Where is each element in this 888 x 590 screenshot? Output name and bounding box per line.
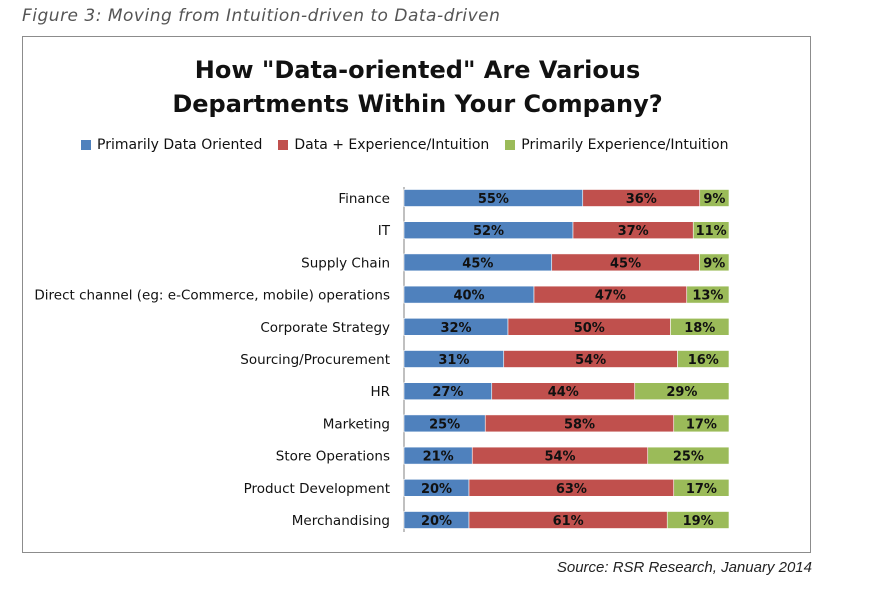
bar-segment-intuition	[673, 478, 730, 497]
chart-title-line-1: How "Data-oriented" Are Various	[194, 56, 641, 84]
data-label: 58%	[564, 417, 595, 432]
bar-segment-intuition	[692, 221, 730, 239]
data-label: 27%	[432, 385, 463, 400]
data-label: 20%	[421, 514, 452, 529]
data-label: 17%	[686, 417, 717, 432]
category-label: Direct channel (eg: e-Commerce, mobile) …	[34, 288, 390, 304]
bar-segment-intuition	[634, 382, 730, 401]
bar-segment-intuition	[699, 253, 730, 272]
data-label: 11%	[696, 224, 727, 239]
category-label: Supply Chain	[301, 255, 390, 271]
data-label: 9%	[703, 256, 725, 271]
bar-segment-intuition	[666, 511, 730, 529]
chart-title-line-2: Departments Within Your Company?	[172, 90, 663, 118]
data-label: 50%	[574, 321, 605, 336]
bar-segment-intuition	[670, 317, 730, 336]
category-label: Product Development	[244, 481, 390, 497]
category-label: Sourcing/Procurement	[240, 352, 390, 368]
data-label: 13%	[692, 289, 723, 304]
chart-legend: Primarily Data Oriented Data + Experienc…	[81, 137, 744, 153]
category-label: IT	[378, 223, 391, 239]
data-label: 20%	[421, 482, 452, 497]
category-label: HR	[370, 384, 390, 400]
data-label: 16%	[688, 353, 719, 368]
data-label: 61%	[553, 514, 584, 529]
data-label: 37%	[618, 224, 649, 239]
data-label: 32%	[440, 321, 471, 336]
category-label: Corporate Strategy	[260, 320, 390, 336]
source-note: Source: RSR Research, January 2014	[556, 559, 812, 576]
category-label: Merchandising	[292, 513, 390, 529]
data-label: 29%	[666, 385, 697, 400]
chart-title: How "Data-oriented" Are Various Departme…	[23, 53, 812, 121]
data-label: 36%	[626, 192, 657, 207]
data-label: 17%	[686, 482, 717, 497]
data-label: 47%	[595, 289, 626, 304]
data-label: 19%	[683, 514, 714, 529]
legend-label-mixed: Data + Experience/Intuition	[294, 137, 490, 153]
figure-caption: Figure 3: Moving from Intuition-driven t…	[22, 6, 501, 26]
bar-segment-intuition	[673, 414, 730, 433]
data-label: 54%	[575, 353, 606, 368]
stacked-bar-chart: Finance 55% 36% 9% IT 52% 37% 11% Supply Chain 45…	[34, 187, 730, 532]
data-label: 18%	[684, 321, 715, 336]
data-label: 45%	[462, 256, 493, 271]
data-label: 45%	[610, 256, 641, 271]
legend-swatch-data	[81, 140, 91, 150]
legend-swatch-mixed	[278, 140, 289, 150]
legend-item-mixed: Data + Experience/Intuition	[278, 137, 489, 153]
legend-label-intuition: Primarily Experience/Intuition	[521, 137, 729, 153]
category-label: Marketing	[323, 416, 390, 432]
data-label: 25%	[429, 417, 460, 432]
legend-item-intuition: Primarily Experience/Intuition	[505, 137, 728, 153]
category-label: Store Operations	[276, 449, 390, 465]
data-label: 55%	[478, 192, 509, 207]
data-label: 9%	[703, 192, 725, 207]
bar-segment-intuition	[686, 285, 730, 304]
bar-segment-intuition	[699, 189, 730, 207]
legend-label-data: Primarily Data Oriented	[97, 137, 263, 153]
bar-segment-intuition	[647, 446, 730, 465]
data-label: 31%	[438, 353, 469, 368]
bar-segment-intuition	[677, 350, 730, 368]
category-label: Finance	[338, 191, 390, 207]
data-label: 52%	[473, 224, 504, 239]
data-label: 25%	[673, 450, 704, 465]
data-label: 44%	[548, 385, 579, 400]
chart-frame: How "Data-oriented" Are Various Departme…	[22, 36, 811, 553]
data-label: 63%	[556, 482, 587, 497]
data-label: 54%	[544, 450, 575, 465]
legend-item-data: Primarily Data Oriented	[81, 137, 262, 153]
legend-swatch-intuition	[505, 140, 516, 150]
data-label: 21%	[423, 450, 454, 465]
data-label: 40%	[453, 289, 484, 304]
